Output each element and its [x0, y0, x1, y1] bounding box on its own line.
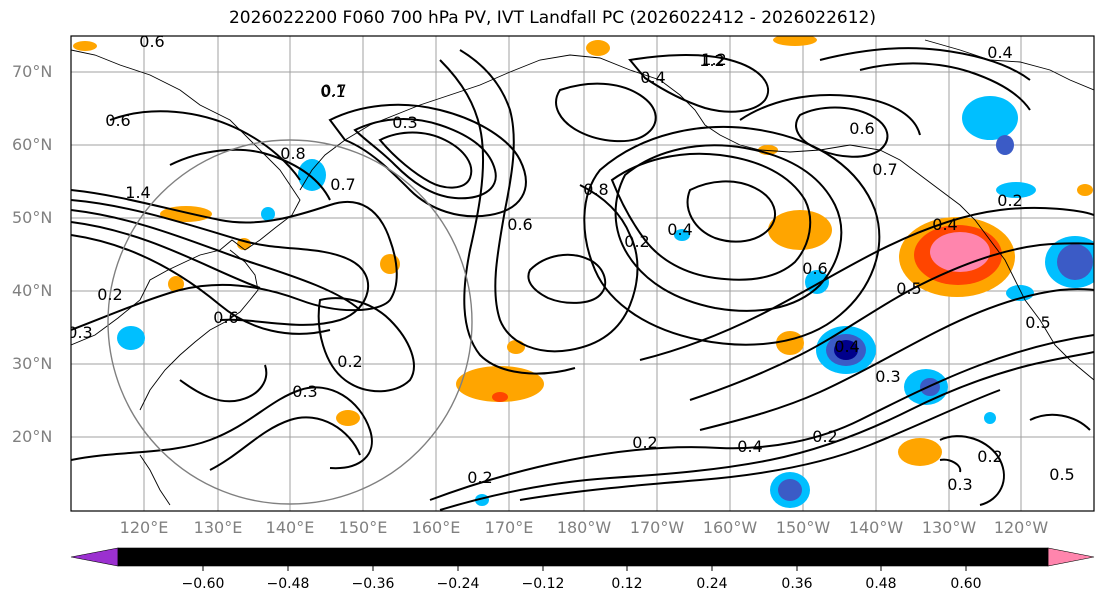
lat-label-60: 60°N	[12, 135, 53, 154]
colorbar-tick-label: 0.24	[696, 576, 728, 592]
graticule	[71, 36, 1094, 511]
contour-label: 0.4	[640, 68, 665, 87]
colorbar-swatch	[963, 548, 1049, 566]
lon-label-180w: 180°W	[556, 518, 612, 537]
colorbar-swatch	[371, 548, 457, 566]
colorbar-swatch	[878, 548, 964, 566]
lon-label-170e: 170°E	[484, 518, 534, 537]
colorbar-tick-label: 0.12	[611, 576, 643, 592]
lon-label-120w: 120°W	[993, 518, 1049, 537]
map-title: 2026022200 F060 700 hPa PV, IVT Landfall…	[228, 8, 876, 28]
colorbar-tick-label: −0.36	[351, 576, 395, 592]
contour-label: 0.5	[1049, 465, 1074, 484]
lon-label-150e: 150°E	[338, 518, 388, 537]
colorbar-outline	[117, 547, 1049, 567]
contour-label: 0.3	[875, 367, 900, 386]
contour-label: 0.8	[280, 144, 305, 163]
contour-label: 1.2	[699, 51, 724, 70]
contour-label: 0.2	[977, 447, 1002, 466]
lat-label-20: 20°N	[12, 427, 53, 446]
colorbar-tick-label: 0.60	[950, 576, 982, 592]
colorbar-swatch	[794, 548, 880, 566]
contour-label: 0.6	[802, 259, 827, 278]
contour-label: 0.4	[667, 220, 692, 239]
contour-label: 0.2	[97, 285, 122, 304]
contour-label: 0.5	[1025, 313, 1050, 332]
lon-label-170w: 170°W	[629, 518, 685, 537]
contour-label: 0.2	[624, 232, 649, 251]
pv-contours	[71, 47, 1094, 511]
colorbar	[70, 547, 1095, 571]
contour-label: 0.1	[320, 82, 345, 101]
contour-label: 0.3	[67, 323, 92, 342]
lon-label-130e: 130°E	[193, 518, 243, 537]
colorbar-tick-label: −0.60	[181, 576, 225, 592]
colorbar-tick-label: −0.12	[521, 576, 565, 592]
contour-label: 0.4	[932, 215, 957, 234]
contour-label: 0.6	[849, 119, 874, 138]
contour-label: 0.5	[896, 279, 921, 298]
contour-label: 0.6	[507, 215, 532, 234]
contour-label: 0.4	[737, 437, 762, 456]
contour-label: 1.2	[701, 50, 726, 69]
colorbar-swatch	[540, 548, 626, 566]
contour-label: 0.4	[834, 337, 859, 356]
colorbar-swatch	[456, 548, 542, 566]
coastlines	[71, 39, 1094, 506]
colorbar-tick-label: 0.48	[865, 576, 897, 592]
landfall-circle	[107, 139, 473, 505]
lat-label-50: 50°N	[12, 208, 53, 227]
colorbar-swatch	[118, 548, 204, 566]
lon-label-140w: 140°W	[848, 518, 904, 537]
colorbar-tick-label: 0.36	[781, 576, 813, 592]
colorbar-tick-label: −0.48	[266, 576, 310, 592]
lon-label-150w: 150°W	[775, 518, 831, 537]
contour-label: 1.4	[125, 183, 150, 202]
contour-label: 0.2	[632, 433, 657, 452]
colorbar-swatch	[709, 548, 795, 566]
pv-anomaly-fills	[73, 36, 1094, 508]
contour-label: 0.6	[105, 111, 130, 130]
contour-label: 0.7	[321, 81, 346, 100]
contour-label: 0.3	[292, 382, 317, 401]
colorbar-swatch	[625, 548, 711, 566]
contour-label: 0.3	[392, 113, 417, 132]
contour-label: 0.2	[812, 427, 837, 446]
lon-label-140e: 140°E	[265, 518, 315, 537]
colorbar-extend-low	[70, 547, 119, 567]
map-frame	[70, 35, 1095, 512]
lat-label-40: 40°N	[12, 281, 53, 300]
contour-label: 0.7	[330, 175, 355, 194]
colorbar-tick-label: −0.24	[436, 576, 480, 592]
contour-label: 0.3	[947, 475, 972, 494]
contour-label: 0.4	[987, 43, 1012, 62]
contour-label: 0.8	[583, 180, 608, 199]
contour-label: 0.2	[467, 468, 492, 487]
lon-label-120e: 120°E	[119, 518, 169, 537]
colorbar-swatch	[202, 548, 288, 566]
lat-label-30: 30°N	[12, 354, 53, 373]
contour-label: 0.7	[872, 160, 897, 179]
contour-label: 0.2	[337, 352, 362, 371]
contour-label: 0.2	[997, 191, 1022, 210]
lon-label-130w: 130°W	[921, 518, 977, 537]
lat-label-70: 70°N	[12, 62, 53, 81]
contour-label: 0.6	[213, 308, 238, 327]
lon-label-160w: 160°W	[702, 518, 758, 537]
colorbar-extend-high	[1047, 547, 1095, 567]
contour-labels: 0.6 0.4 1.2 0.7 0.6 0.3 0.8 0.7 1.4 0.2 0.6 0.2 0.3 0…	[67, 32, 1075, 494]
lon-label-160e: 160°E	[411, 518, 461, 537]
colorbar-swatch	[287, 548, 373, 566]
contour-label: 0.6	[139, 32, 164, 51]
